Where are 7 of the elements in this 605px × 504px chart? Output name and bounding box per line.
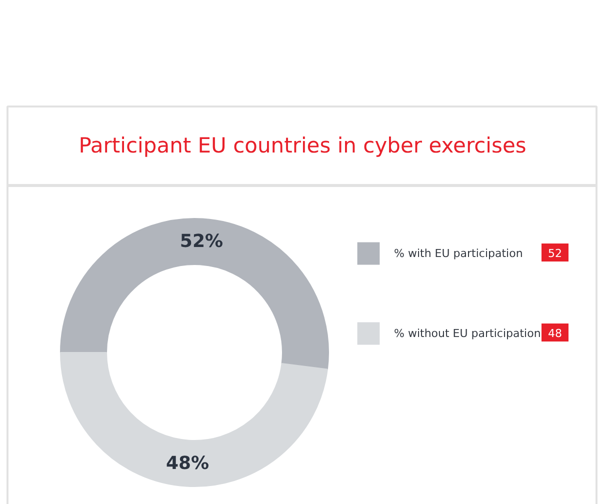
chart-title: Participant EU countries in cyber exercises [78, 134, 526, 158]
text: 52 [548, 247, 562, 260]
data-label: 48% [166, 452, 210, 474]
legend-label: % with EU participation [394, 246, 523, 260]
legend-label: % without EU participation [394, 326, 541, 340]
text: 48 [548, 327, 562, 340]
data-label: 52% [180, 231, 224, 252]
